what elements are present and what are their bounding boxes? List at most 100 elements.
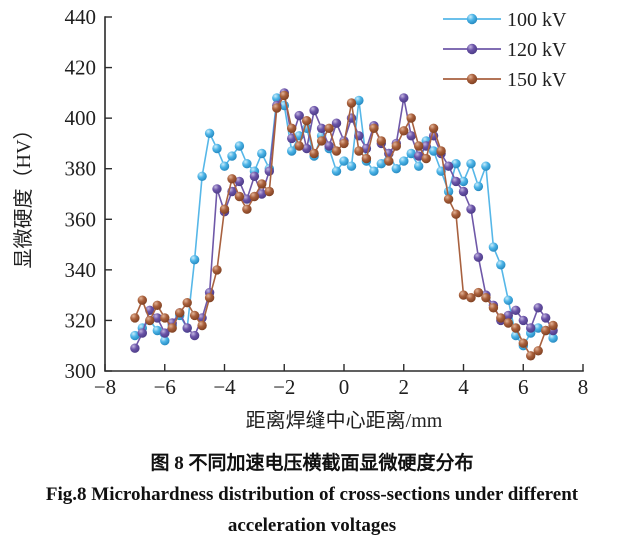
data-point: [204, 128, 215, 138]
data-point: [346, 161, 357, 171]
data-point: [414, 151, 424, 161]
x-tick-label: 8: [578, 375, 589, 399]
legend-marker: [466, 43, 478, 55]
data-point: [428, 146, 439, 156]
data-point: [518, 315, 528, 326]
data-point: [137, 295, 147, 305]
x-tick-label: 2: [399, 375, 410, 399]
data-point: [212, 184, 222, 194]
data-point: [414, 141, 424, 151]
y-tick-label: 340: [65, 258, 97, 282]
data-point: [309, 105, 319, 116]
data-point: [503, 310, 513, 321]
data-point: [541, 313, 551, 323]
legend-item-150kV: 150 kV: [443, 69, 567, 91]
data-point: [316, 136, 327, 146]
data-point: [376, 136, 386, 146]
x-tick-label: 4: [458, 375, 469, 399]
series-150kV: [130, 90, 558, 361]
data-point: [249, 191, 260, 202]
data-point: [197, 320, 207, 331]
data-point: [496, 313, 506, 323]
data-point: [302, 143, 312, 154]
legend-marker: [466, 73, 478, 85]
data-point: [458, 176, 469, 187]
legend-label: 150 kV: [507, 69, 567, 91]
data-point: [204, 293, 215, 303]
data-point: [152, 300, 162, 310]
data-point: [331, 166, 342, 176]
data-point: [473, 287, 484, 298]
data-point: [219, 161, 230, 171]
data-point: [376, 159, 386, 169]
x-tick-label: −2: [273, 375, 295, 399]
data-point: [548, 333, 558, 343]
data-point: [339, 156, 349, 166]
data-point: [369, 166, 379, 176]
data-point: [354, 146, 364, 156]
data-point: [541, 325, 551, 336]
data-point: [257, 148, 267, 159]
data-point: [287, 146, 297, 156]
data-point: [212, 143, 222, 154]
data-point: [458, 186, 469, 197]
data-point: [242, 159, 252, 169]
data-point: [421, 153, 431, 164]
data-point: [257, 179, 267, 189]
y-tick-label: 320: [65, 308, 97, 332]
data-point: [145, 315, 155, 326]
y-tick-label: 420: [65, 56, 97, 80]
data-point: [234, 176, 245, 187]
data-point: [526, 351, 536, 361]
data-point: [481, 293, 491, 303]
data-point: [436, 146, 446, 156]
data-point: [391, 141, 401, 151]
y-tick-label: 360: [65, 207, 97, 231]
data-point: [287, 123, 297, 133]
x-tick-label: −8: [94, 375, 116, 399]
data-point: [526, 323, 536, 333]
data-point: [443, 161, 454, 171]
y-tick-label: 380: [65, 157, 97, 181]
data-point: [473, 252, 484, 262]
data-point: [316, 123, 327, 133]
legend-item-120kV: 120 kV: [443, 39, 567, 61]
data-point: [287, 133, 297, 144]
data-point: [466, 293, 476, 303]
data-point: [503, 318, 513, 328]
data-point: [428, 123, 439, 133]
data-point: [533, 346, 543, 356]
data-point: [399, 126, 409, 136]
data-point: [227, 174, 237, 184]
data-point: [488, 303, 499, 313]
data-point: [533, 323, 543, 333]
data-point: [264, 186, 274, 197]
data-point: [264, 166, 274, 176]
data-point: [234, 141, 245, 151]
data-point: [406, 148, 416, 159]
data-point: [182, 298, 192, 308]
data-point: [496, 260, 506, 270]
data-point: [361, 153, 372, 164]
data-point: [302, 116, 312, 126]
data-point: [503, 295, 513, 305]
data-point: [242, 194, 252, 204]
data-point: [324, 123, 334, 133]
data-point: [399, 93, 409, 103]
data-point: [533, 303, 543, 313]
data-point: [331, 118, 342, 128]
data-point: [354, 95, 364, 106]
data-point: [219, 204, 230, 214]
axes-layer: 300 320 340 360 380 400 420 440 −8 −6 −4 −2 0 2 4 6 8: [65, 5, 589, 399]
data-point: [294, 141, 304, 151]
data-point: [309, 148, 319, 159]
caption-chinese: 图 8 不同加速电压横截面显微硬度分布: [150, 453, 474, 474]
data-point: [152, 313, 162, 323]
data-point: [346, 98, 357, 108]
y-axis-title: 显微硬度（HV）: [12, 120, 35, 269]
data-point: [189, 310, 200, 321]
data-point: [414, 161, 424, 171]
x-tick-label: −4: [213, 375, 236, 399]
data-point: [189, 330, 200, 341]
